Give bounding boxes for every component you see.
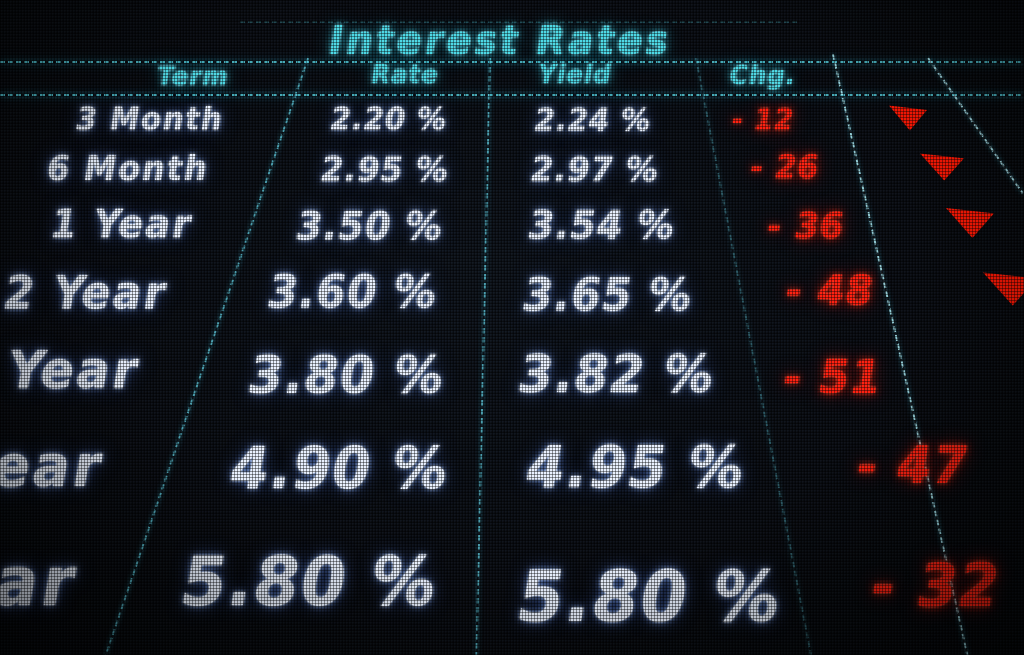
term-cell: 2 Year	[4, 266, 168, 320]
page-title: Interest Rates	[329, 18, 671, 64]
rate-cell: 2.20 %	[330, 101, 448, 138]
yield-cell: 3.54 %	[528, 203, 676, 249]
term-cell: ar	[0, 543, 78, 622]
column-header-term: Term	[157, 62, 229, 92]
column-header-rate: Rate	[371, 60, 439, 90]
chg-cell: - 47	[857, 436, 969, 496]
rate-cell: 4.90 %	[231, 434, 449, 502]
rate-cell: 3.60 %	[268, 265, 438, 319]
rate-cell: 5.80 %	[182, 543, 438, 622]
term-cell: 1 Year	[51, 202, 193, 248]
down-triangle-icon	[946, 208, 994, 238]
chg-cell: - 36	[767, 206, 845, 247]
down-triangle-icon	[983, 272, 1024, 306]
term-cell: 6 Month	[47, 149, 209, 189]
rate-cell: 3.80 %	[249, 346, 445, 406]
term-cell: ear	[0, 432, 104, 500]
yield-cell: 2.97 %	[531, 150, 659, 190]
chg-cell: - 51	[783, 350, 883, 404]
chg-cell: - 48	[786, 266, 874, 315]
column-header-chg: Chg.	[730, 61, 796, 91]
chg-cell: - 32	[871, 551, 1001, 621]
term-cell: 3 Month	[76, 101, 224, 138]
down-triangle-icon	[920, 153, 964, 181]
yield-cell: 4.95 %	[527, 433, 745, 501]
rate-cell: 3.50 %	[296, 204, 444, 250]
header-bottom-rule-line	[0, 94, 1024, 96]
chg-cell: - 26	[750, 148, 820, 186]
yield-cell: 3.65 %	[523, 268, 693, 322]
down-triangle-icon	[889, 105, 927, 131]
chg-cell: - 12	[731, 102, 795, 137]
yield-cell: 3.82 %	[519, 345, 715, 405]
rate-cell: 2.95 %	[321, 150, 449, 190]
yield-cell: 2.24 %	[534, 102, 652, 139]
yield-cell: 5.80 %	[518, 556, 782, 638]
divider-rate-yield	[475, 57, 491, 655]
column-header-yield: Yield	[538, 60, 612, 90]
term-cell: Year	[8, 341, 140, 401]
